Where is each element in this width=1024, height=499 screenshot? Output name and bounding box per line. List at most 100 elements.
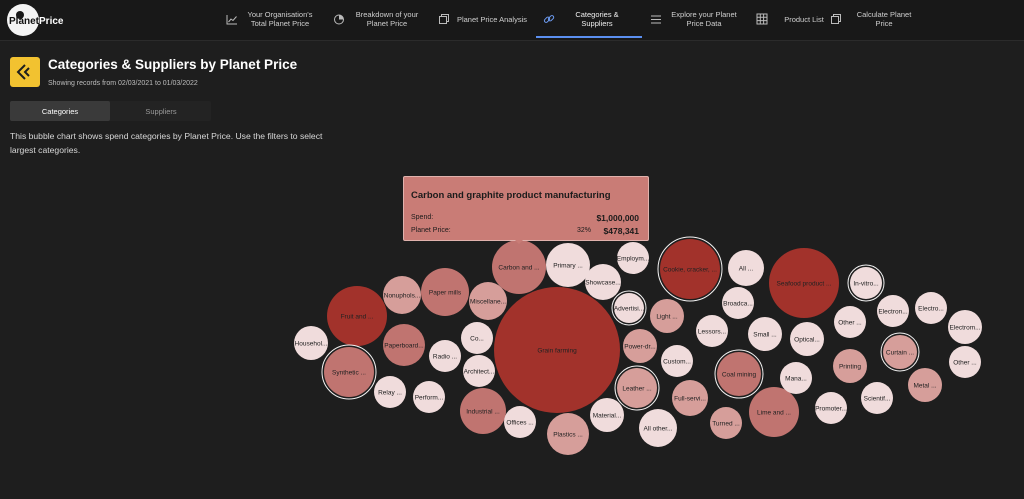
bubble[interactable]: In-vitro... — [847, 264, 885, 302]
bubble[interactable]: Coal mining — [714, 349, 764, 399]
bubble[interactable]: Perform... — [413, 381, 445, 413]
bubble[interactable]: All ... — [728, 250, 764, 286]
bubble[interactable]: Printing — [833, 349, 867, 383]
nav-analysis[interactable]: Planet Price Analysis — [438, 0, 528, 38]
bubble-highlight-ring — [880, 332, 920, 372]
bubble-circle — [661, 345, 693, 377]
planet-price-logo[interactable]: PlanetPrice — [7, 4, 63, 36]
bubble[interactable]: Co... — [461, 322, 493, 354]
bubble[interactable]: Primary ... — [546, 243, 590, 287]
bubble[interactable]: Lessors... — [696, 315, 728, 347]
bubble[interactable]: Electro... — [915, 292, 947, 324]
bubble-circle — [815, 392, 847, 424]
tab-categories[interactable]: Categories — [10, 101, 110, 121]
nav-label: Calculate Planet Price — [856, 10, 912, 28]
bubble[interactable]: All other... — [639, 409, 677, 447]
nav-explore-data[interactable]: Explore your Planet Price Data — [650, 0, 740, 38]
bubble-circle — [460, 388, 506, 434]
nav-categories-suppliers[interactable]: Categories & Suppliers — [543, 0, 633, 38]
bubble[interactable]: Househol... — [294, 326, 328, 360]
bubble[interactable]: Offices ... — [504, 406, 536, 438]
bubble[interactable]: Mana... — [780, 362, 812, 394]
bubble[interactable]: Curtain ... — [880, 332, 920, 372]
bubble[interactable]: Optical... — [790, 322, 824, 356]
bubble-circle — [883, 335, 917, 369]
bubble-label: Printing — [839, 363, 861, 370]
bubble-label: Broadca... — [723, 300, 753, 307]
nav-label: Explore your Planet Price Data — [671, 10, 737, 28]
bubble[interactable]: Electron... — [877, 295, 909, 327]
bubble-circle — [728, 250, 764, 286]
bubble-label: Househol... — [295, 340, 328, 347]
bubble[interactable]: Grain farming — [494, 287, 620, 413]
bubble[interactable]: Advertisi... — [611, 290, 647, 326]
bubble-label: Other ... — [838, 319, 862, 326]
bubble[interactable]: Showcase... — [585, 264, 621, 300]
bubble[interactable]: Light ... — [650, 299, 684, 333]
bubble[interactable]: Industrial ... — [460, 388, 506, 434]
bubble[interactable]: Other ... — [834, 306, 866, 338]
nav-breakdown[interactable]: Breakdown of your Planet Price — [333, 0, 423, 38]
bubble-label: Relay ... — [378, 389, 402, 396]
bubble[interactable]: Cookie, cracker, ... — [657, 236, 723, 302]
bubble[interactable]: Relay ... — [374, 376, 406, 408]
bubble[interactable]: Paperboard... — [383, 324, 425, 366]
bubble[interactable]: Nonuphols... — [383, 276, 421, 314]
bubble-label: Electrom... — [949, 324, 980, 331]
bubble-label: Mana... — [785, 375, 807, 382]
bubble-label: Other ... — [953, 359, 977, 366]
bubble-label: Seafood product ... — [777, 280, 832, 287]
bubble-circle — [617, 368, 657, 408]
active-tab-indicator — [536, 36, 642, 38]
bubble[interactable]: Architect... — [463, 355, 495, 387]
bubble-label: Lime and ... — [757, 409, 791, 416]
bubble[interactable]: Small ... — [748, 317, 782, 351]
bubble[interactable]: Broadca... — [722, 287, 754, 319]
link-icon — [543, 13, 555, 25]
bubble-label: Electro... — [918, 305, 944, 312]
nav-label: Product List — [784, 14, 824, 24]
bubble[interactable]: Synthetic ... — [321, 344, 377, 400]
bubble[interactable]: Miscellane... — [469, 282, 507, 320]
bubble[interactable]: Plastics ... — [547, 413, 589, 455]
bubble-label: Fruit and ... — [341, 313, 374, 320]
bubble-label: Plastics ... — [553, 431, 583, 438]
bubble[interactable]: Lime and ... — [749, 387, 799, 437]
bubble-circle — [413, 381, 445, 413]
nav-product-list[interactable]: Product List — [756, 0, 834, 38]
bubble-circle — [294, 326, 328, 360]
bubble[interactable]: Power-dr... — [623, 329, 657, 363]
pie-chart-icon — [333, 13, 345, 25]
bubble-label: All ... — [739, 265, 754, 272]
bubble-circle — [504, 406, 536, 438]
tab-suppliers[interactable]: Suppliers — [145, 106, 177, 116]
bubble[interactable]: Seafood product ... — [769, 248, 839, 318]
bubble-label: Miscellane... — [470, 298, 506, 305]
bubble[interactable]: Promoter... — [815, 392, 847, 424]
nav-total-planet-price[interactable]: Your Organisation's Total Planet Price — [226, 0, 316, 38]
bubble[interactable]: Material... — [590, 398, 624, 432]
bubble[interactable]: Fruit and ... — [327, 286, 387, 346]
bubble-tooltip: Carbon and graphite product manufacturin… — [403, 176, 649, 241]
bubble-label: Radio ... — [433, 353, 457, 360]
bubble[interactable]: Employm... — [617, 242, 650, 274]
bubble[interactable]: Radio ... — [429, 340, 461, 372]
bubble[interactable]: Carbon and ... — [492, 240, 546, 294]
bubble[interactable]: Electrom... — [948, 310, 982, 344]
bubble[interactable]: Scientif... — [861, 382, 893, 414]
bubble-label: Primary ... — [553, 262, 583, 269]
bubble[interactable]: Full-servi... — [672, 380, 708, 416]
bubble-label: Industrial ... — [466, 408, 500, 415]
bubble-label: Material... — [593, 412, 622, 419]
bubble[interactable]: Turned ... — [710, 407, 742, 439]
bubble[interactable]: Metal ... — [908, 368, 942, 402]
bubble-circle — [429, 340, 461, 372]
nav-label: Planet Price Analysis — [456, 14, 528, 24]
bubble[interactable]: Custom... — [661, 345, 693, 377]
bubble[interactable]: Paper mills — [421, 268, 469, 316]
bubble[interactable]: Other ... — [949, 346, 981, 378]
bubble[interactable]: Leather ... — [614, 365, 660, 411]
bubble-circle — [660, 239, 720, 299]
bubble-circle — [590, 398, 624, 432]
nav-calculate[interactable]: Calculate Planet Price — [830, 0, 920, 38]
